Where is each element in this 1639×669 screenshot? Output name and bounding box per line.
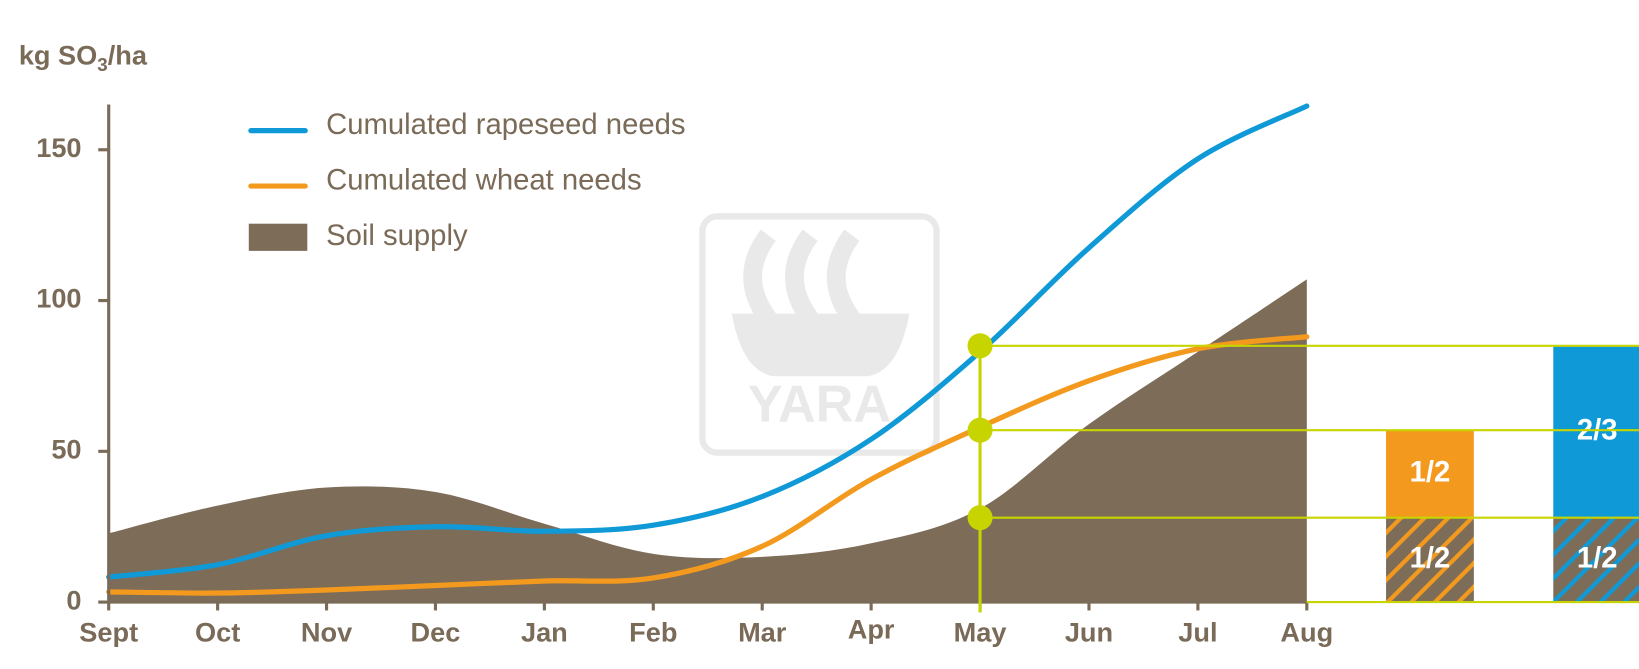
segment-label: 1/2 xyxy=(1577,543,1618,575)
y-label-sub: 3 xyxy=(97,54,107,75)
series-line xyxy=(106,334,1310,596)
x-tick-label: Oct xyxy=(195,617,240,648)
need-segment xyxy=(1386,430,1474,518)
segment-label: 1/2 xyxy=(1410,457,1451,489)
y-tick-label: 150 xyxy=(36,132,81,163)
legend-label: Soil supply xyxy=(326,220,468,252)
x-tick-label: Aug xyxy=(1280,617,1333,648)
series-line xyxy=(106,103,1310,580)
marker xyxy=(967,417,993,443)
y-label-suffix: /ha xyxy=(108,40,148,71)
y-tick-label: 50 xyxy=(51,433,81,464)
segment-label: 1/2 xyxy=(1410,543,1451,575)
need-segment xyxy=(1386,517,1474,603)
marker xyxy=(967,505,993,531)
y-tick-label: 0 xyxy=(66,584,81,615)
need-segment xyxy=(1553,517,1639,603)
x-tick-label: Feb xyxy=(629,617,677,648)
marker xyxy=(967,333,993,359)
x-tick-label: May xyxy=(954,617,1007,648)
watermark-text: YARA xyxy=(748,375,891,433)
y-tick-label: 100 xyxy=(36,283,81,314)
x-tick-label: Jan xyxy=(521,617,568,648)
x-tick-label: Apr xyxy=(848,614,895,645)
x-tick-label: Jun xyxy=(1065,617,1113,648)
x-tick-label: Mar xyxy=(738,617,787,648)
x-tick-label: Nov xyxy=(301,617,352,648)
legend-label: Cumulated wheat needs xyxy=(326,165,641,197)
watermark: YARA xyxy=(699,213,940,456)
legend-label: Cumulated rapeseed needs xyxy=(326,109,685,141)
soil-area xyxy=(108,279,1307,603)
legend-swatch xyxy=(248,223,308,251)
y-axis-title: kg SO3/ha xyxy=(19,40,148,75)
need-segment xyxy=(1553,345,1639,518)
x-tick-label: Sept xyxy=(79,617,138,648)
x-tick-label: Dec xyxy=(411,617,461,648)
y-label: kg SO xyxy=(19,40,97,71)
x-tick-label: Jul xyxy=(1178,617,1217,648)
